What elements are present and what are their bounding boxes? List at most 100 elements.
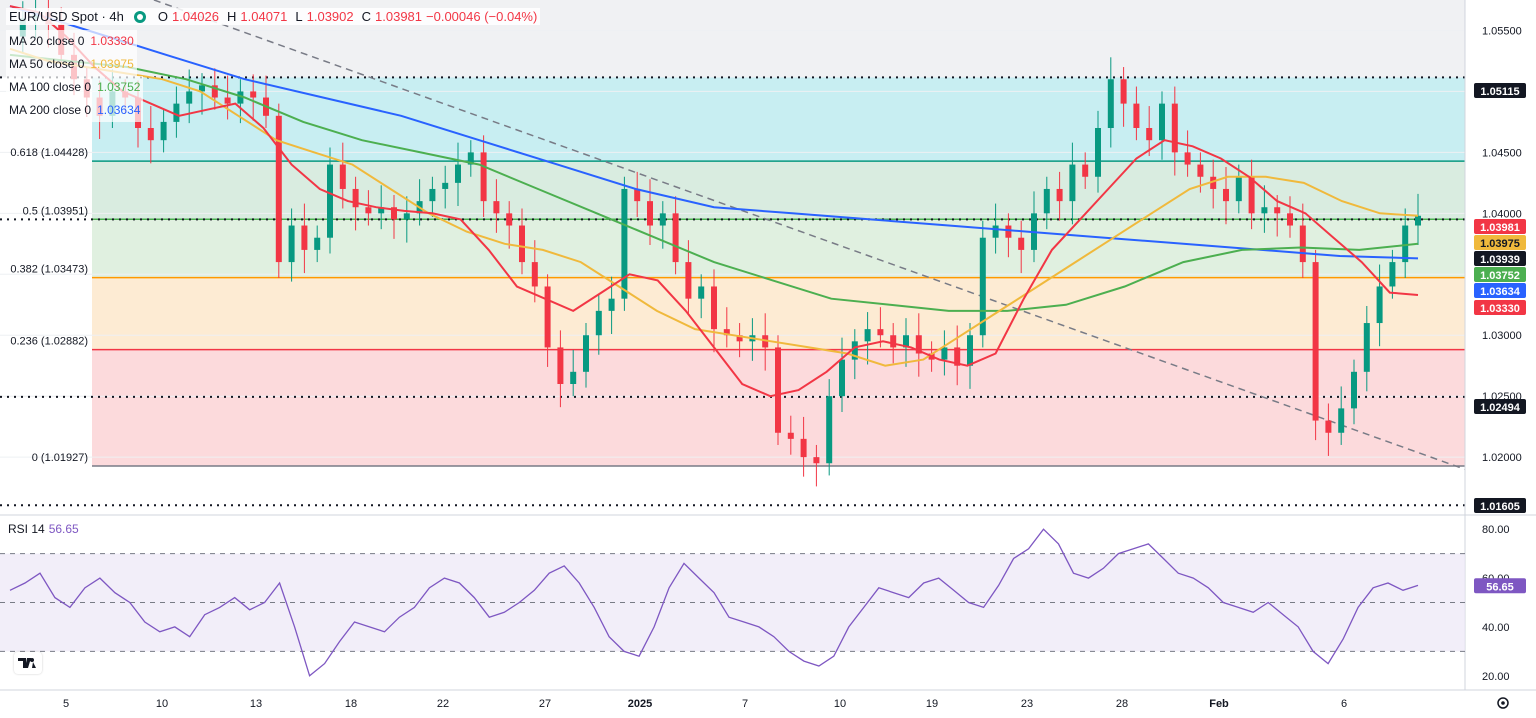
candle-body [339,164,346,189]
candle-body [1351,371,1357,409]
candle-body [199,85,205,92]
candle-body [851,341,858,360]
candle-body [250,91,257,98]
price-axis-badge-text: 1.03634 [1480,286,1521,298]
price-tick-label: 1.04500 [1482,147,1522,159]
candle-body [544,286,551,348]
candle-body [378,207,385,214]
time-tick-label: 5 [63,698,69,710]
candle-body [173,103,180,122]
price-axis-badge-text: 1.03330 [1480,303,1520,315]
settings-gear-icon[interactable] [1497,697,1509,709]
rsi-legend[interactable]: RSI 14 56.65 [8,522,79,536]
open-value: 1.04026 [172,9,219,24]
candle-body [659,213,666,226]
price-tick-label: 1.02000 [1482,452,1522,464]
candle-body [352,188,359,208]
price-axis-badge [1474,267,1526,282]
trendline [151,0,1466,471]
candle-body [224,97,231,104]
rsi-tick-label: 40.00 [1482,622,1510,634]
candle-body [711,286,717,330]
rsi-tick-label: 20.00 [1482,671,1510,683]
candle-body [1312,262,1319,421]
time-tick-label: 2025 [628,698,652,710]
rsi-axis-badge [1474,578,1526,594]
legend-ma50[interactable]: MA 50 close 0 1.03975 [6,53,137,76]
candle-body [1005,225,1012,238]
candle-body [685,262,692,299]
candle-body [826,396,833,464]
price-tick-label: 1.04000 [1482,208,1522,220]
candle-body [1120,79,1127,104]
rsi-axis-badge-text: 56.65 [1486,581,1514,593]
candle-body [429,188,436,202]
candle-body [647,201,653,226]
candle-body [583,335,589,372]
change-value: −0.00046 (−0.04%) [426,9,538,24]
close-label: C [361,9,372,24]
tradingview-logo-icon[interactable] [14,652,42,674]
price-axis-badge-text: 1.02494 [1480,402,1521,414]
candle-body [1018,237,1025,250]
time-tick-label: 10 [834,698,846,710]
time-tick-label: 22 [437,698,449,710]
market-status-icon [133,10,146,23]
time-tick-label: 10 [156,698,168,710]
time-tick-label: 6 [1341,698,1347,710]
fib-label: 0 (1.01927) [32,452,88,464]
candle-body [19,18,26,37]
rsi-title: RSI 14 [8,522,45,536]
rsi-value: 56.65 [48,522,79,536]
candle-body [1235,176,1242,202]
ma100-line [9,53,1419,312]
fib-label: 0.382 (1.03473) [10,264,88,276]
ma20-line [9,5,1419,398]
candle-body [237,91,244,104]
price-tick-label: 1.03000 [1482,330,1522,342]
candle-body [954,347,961,366]
fib-label: 0.5 (1.03951) [23,205,88,217]
candle-body [442,182,449,189]
candle-body [839,359,845,397]
time-tick-label: 27 [539,698,551,710]
price-axis-badge [1474,235,1526,250]
price-axis-badge [1474,219,1526,234]
fib-label: 0.236 (1.02882) [10,336,88,348]
legend-ma20[interactable]: MA 20 close 0 1.03330 [6,30,137,53]
candle-body [890,335,897,348]
price-axis-badge [1474,399,1526,414]
candle-body [1095,128,1101,177]
candle-body [160,121,167,141]
candle-body [275,115,282,263]
candle-body [1287,213,1293,226]
fib-label: 0.618 (1.04428) [10,147,88,159]
time-tick-label: 23 [1021,698,1033,710]
candle-body [480,152,487,202]
close-value: 1.03981 [375,9,423,24]
candle-body [800,438,807,458]
rsi-tick-label: 80.00 [1482,524,1510,536]
candle-body [698,286,705,299]
candle-body [519,225,525,263]
legend-ma100[interactable]: MA 100 close 0 1.03752 [6,76,144,99]
price-axis-badge [1474,300,1526,315]
symbol-title[interactable]: EUR/USD Spot · 4h [9,9,124,24]
candle-body [1107,79,1114,128]
high-value: 1.04071 [240,9,288,24]
ma-legend: MA 20 close 0 1.03330 MA 50 close 0 1.0397… [6,30,144,122]
candle-body [327,164,333,238]
candle-body [813,457,820,464]
candle-body [493,201,500,214]
candle-body [1210,176,1217,189]
price-axis-badge [1474,498,1526,513]
legend-ma200[interactable]: MA 200 close 0 1.03634 [6,99,144,122]
price-axis-badge-text: 1.01605 [1480,501,1520,513]
candle-body [864,329,871,342]
time-tick-label: 19 [926,698,938,710]
candle-body [1159,103,1165,141]
price-axis-badge-text: 1.05115 [1480,86,1519,98]
candle-body [301,225,308,250]
candle-body [1133,103,1140,128]
